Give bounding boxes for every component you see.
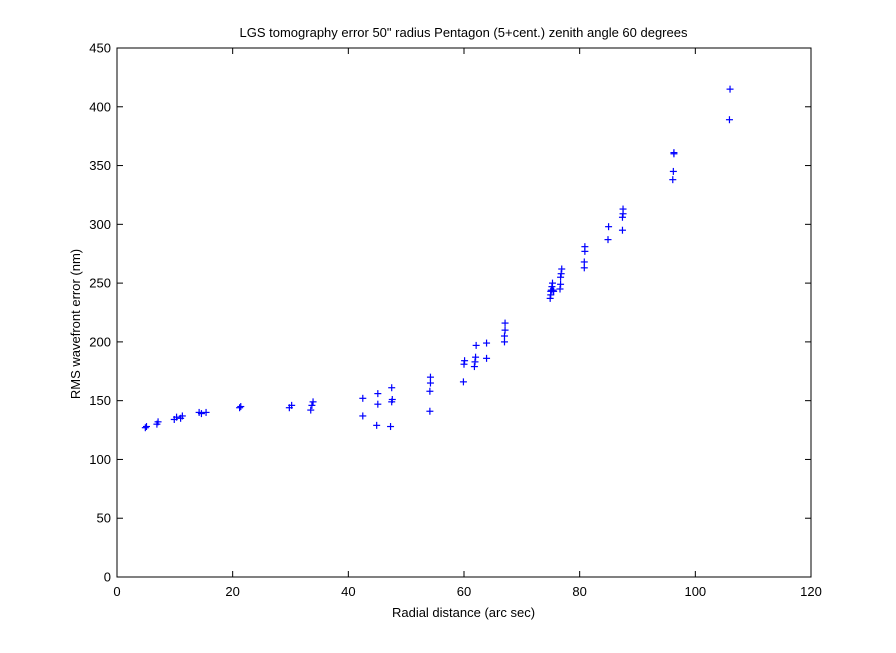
x-tick-label: 0 (113, 584, 120, 599)
data-point (308, 401, 316, 409)
data-point (178, 412, 186, 420)
data-point (472, 341, 480, 349)
y-tick-label: 350 (89, 158, 111, 173)
data-point (618, 226, 626, 234)
data-point (726, 85, 734, 93)
data-point (236, 404, 244, 412)
data-point (426, 373, 434, 381)
data-point (604, 236, 612, 244)
data-point (359, 412, 367, 420)
data-point (501, 319, 509, 327)
x-tick-label: 80 (572, 584, 586, 599)
y-tick-label: 100 (89, 452, 111, 467)
data-point (374, 390, 382, 398)
chart-title: LGS tomography error 50" radius Pentagon… (240, 25, 688, 40)
y-tick-label: 300 (89, 217, 111, 232)
data-point (472, 353, 480, 361)
y-axis: 0 50 100 150 200 250 300 350 400 450 (89, 41, 811, 585)
x-tick-label: 20 (225, 584, 239, 599)
x-tick-label: 100 (684, 584, 706, 599)
data-point (558, 265, 566, 273)
y-tick-label: 250 (89, 276, 111, 291)
y-tick-label: 400 (89, 99, 111, 114)
x-tick-label: 120 (800, 584, 822, 599)
x-axis-title: Radial distance (arc sec) (392, 605, 535, 620)
data-point (548, 279, 556, 287)
data-point (669, 176, 677, 184)
data-point (557, 280, 565, 288)
x-axis: 0 20 40 60 80 100 120 (113, 48, 822, 599)
data-point (501, 326, 509, 334)
data-point (373, 421, 381, 429)
data-point (483, 339, 491, 347)
data-point (581, 243, 589, 251)
data-point (309, 398, 317, 406)
data-point (550, 287, 558, 295)
data-point (459, 378, 467, 386)
data-point (669, 167, 677, 175)
data-point (670, 149, 678, 157)
data-point (387, 423, 395, 431)
y-tick-label: 450 (89, 41, 111, 56)
data-point (197, 410, 205, 418)
data-point (426, 407, 434, 415)
data-point (605, 223, 613, 231)
y-axis-title: RMS wavefront error (nm) (68, 249, 83, 399)
data-point (619, 205, 627, 213)
data-point (388, 384, 396, 392)
y-tick-label: 50 (97, 511, 111, 526)
x-tick-label: 60 (457, 584, 471, 599)
data-point (288, 401, 296, 409)
data-point (154, 418, 162, 426)
data-point (237, 403, 245, 411)
data-series (141, 85, 734, 432)
data-point (483, 354, 491, 362)
y-tick-label: 0 (104, 570, 111, 585)
x-tick-label: 40 (341, 584, 355, 599)
data-point (307, 406, 315, 414)
data-point (500, 332, 508, 340)
y-tick-label: 200 (89, 334, 111, 349)
data-point (580, 264, 588, 272)
data-point (725, 116, 733, 124)
data-point (359, 394, 367, 402)
data-point (426, 387, 434, 395)
data-point (388, 395, 396, 403)
data-point (461, 357, 469, 365)
data-point (426, 379, 434, 387)
data-point (374, 400, 382, 408)
data-point (580, 258, 588, 266)
y-tick-label: 150 (89, 393, 111, 408)
data-point (142, 423, 150, 431)
data-point (500, 338, 508, 346)
data-point (141, 424, 149, 432)
data-point (173, 413, 181, 421)
data-point (202, 408, 210, 416)
